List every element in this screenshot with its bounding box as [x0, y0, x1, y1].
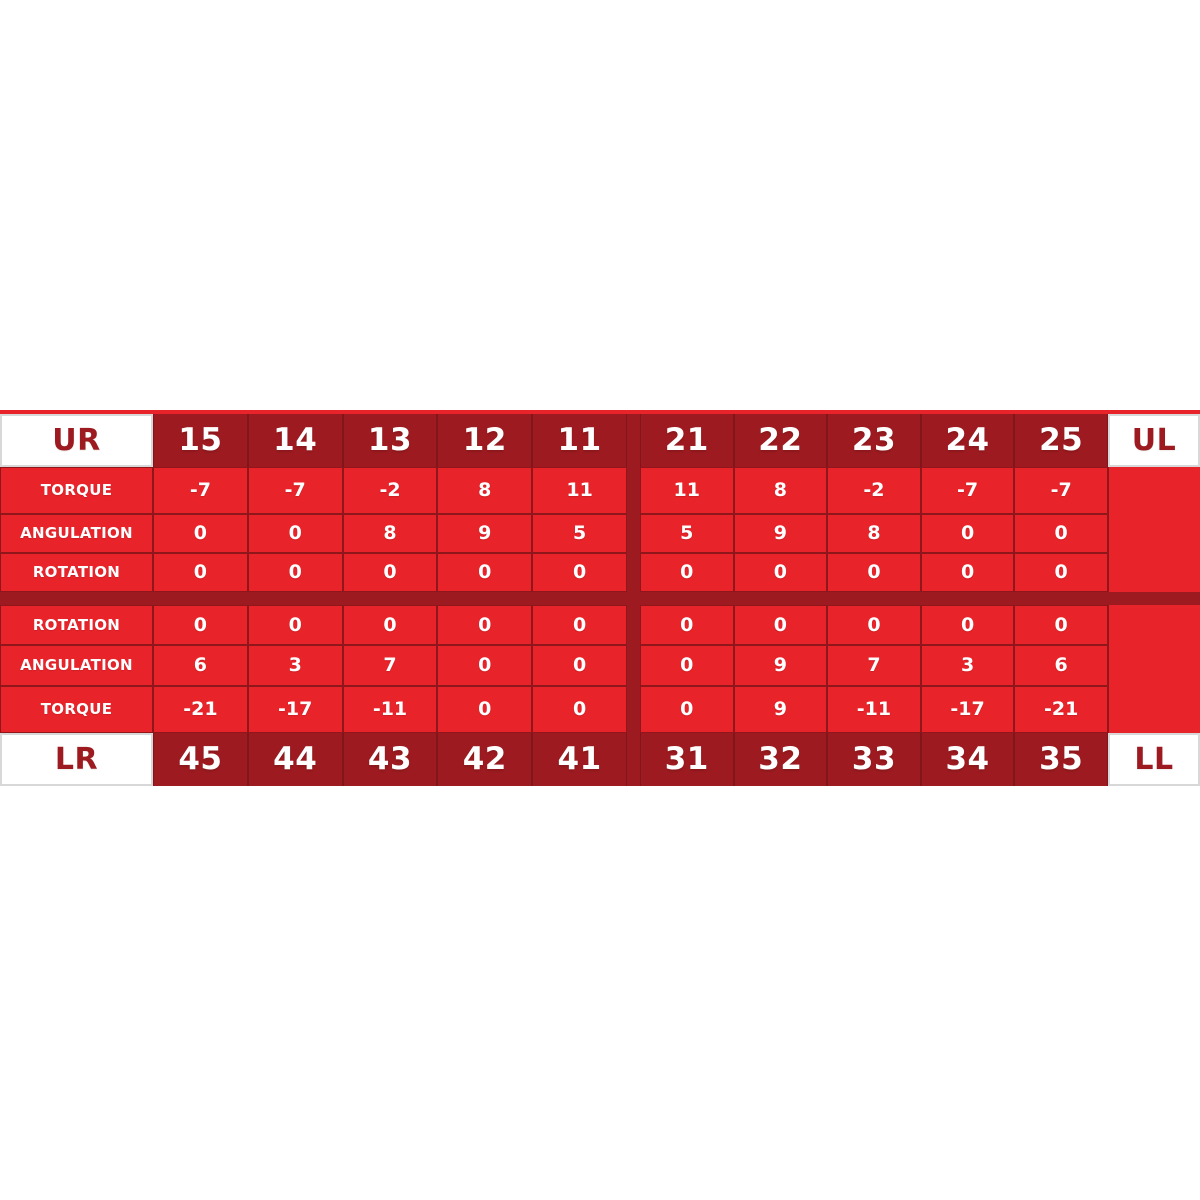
value-cell: 0	[437, 686, 533, 733]
value-cell: -7	[920, 467, 1015, 514]
value-cell: 0	[532, 605, 627, 645]
value-cell: 0	[153, 605, 248, 645]
value-cell: 5	[532, 514, 627, 553]
tooth-header: 23	[827, 414, 921, 467]
tooth-header: 35	[1014, 733, 1108, 786]
value-cell: 0	[1014, 605, 1108, 645]
value-cell: 8	[342, 514, 438, 553]
value-cell: 0	[532, 686, 627, 733]
value-cell: 0	[639, 605, 734, 645]
corner-ur: UR	[0, 414, 153, 467]
side-block	[1107, 467, 1200, 592]
tooth-header: 43	[343, 733, 438, 786]
tooth-header: 14	[248, 414, 343, 467]
tooth-header: 21	[640, 414, 734, 467]
value-cell: 6	[1014, 645, 1108, 686]
value-cell: 0	[532, 645, 627, 686]
value-cell: 0	[153, 553, 248, 592]
row-label: ANGULATION	[0, 514, 153, 553]
value-cell: 0	[437, 645, 533, 686]
value-cell: -17	[920, 686, 1015, 733]
value-cell: 0	[153, 514, 248, 553]
value-cell: 0	[437, 605, 533, 645]
tooth-header: 42	[437, 733, 532, 786]
value-cell: 3	[247, 645, 343, 686]
tooth-header: 13	[343, 414, 438, 467]
row-label: TORQUE	[0, 686, 153, 733]
value-cell: 9	[733, 645, 828, 686]
row-label: ROTATION	[0, 605, 153, 645]
value-cell: -17	[247, 686, 343, 733]
row-label: TORQUE	[0, 467, 153, 514]
value-cell: -7	[1014, 467, 1108, 514]
tooth-header: 32	[734, 733, 828, 786]
arch-table: UR 15 14 13 12 11 21 22 23 24 25 UL TORQUE -7 -7 -2 8 11 1…	[0, 414, 1200, 786]
value-cell: -11	[342, 686, 438, 733]
tooth-header: 34	[921, 733, 1015, 786]
value-cell: 0	[342, 605, 438, 645]
tooth-header: 22	[734, 414, 828, 467]
value-cell: 0	[827, 553, 921, 592]
value-cell: 9	[733, 514, 828, 553]
tooth-header: 31	[640, 733, 734, 786]
value-cell: 7	[342, 645, 438, 686]
value-cell: 0	[532, 553, 627, 592]
tooth-header: 25	[1014, 414, 1108, 467]
tooth-header: 41	[532, 733, 627, 786]
corner-lr: LR	[0, 733, 153, 786]
value-cell: 0	[1014, 514, 1108, 553]
value-cell: 0	[733, 553, 828, 592]
value-cell: 5	[639, 514, 734, 553]
value-cell: 0	[1014, 553, 1108, 592]
value-cell: 8	[437, 467, 533, 514]
value-cell: 0	[920, 553, 1015, 592]
value-cell: 0	[639, 686, 734, 733]
value-cell: 0	[639, 553, 734, 592]
value-cell: 0	[920, 605, 1015, 645]
row-label: ANGULATION	[0, 645, 153, 686]
value-cell: 0	[639, 645, 734, 686]
value-cell: 0	[920, 514, 1015, 553]
value-cell: 9	[733, 686, 828, 733]
corner-ll: LL	[1107, 733, 1200, 786]
value-cell: -7	[153, 467, 248, 514]
value-cell: -7	[247, 467, 343, 514]
tooth-header: 12	[437, 414, 532, 467]
value-cell: 11	[639, 467, 734, 514]
value-cell: 0	[247, 514, 343, 553]
tooth-header: 44	[248, 733, 343, 786]
value-cell: 11	[532, 467, 627, 514]
top-accent-line	[0, 410, 1200, 414]
value-cell: 0	[437, 553, 533, 592]
value-cell: 0	[342, 553, 438, 592]
tooth-header: 45	[153, 733, 248, 786]
tooth-header: 11	[532, 414, 627, 467]
tooth-header: 15	[153, 414, 248, 467]
corner-ul: UL	[1107, 414, 1200, 467]
row-label: ROTATION	[0, 553, 153, 592]
side-block	[1107, 605, 1200, 733]
value-cell: 0	[247, 553, 343, 592]
value-cell: 7	[827, 645, 921, 686]
tooth-header: 33	[827, 733, 921, 786]
value-cell: 0	[733, 605, 828, 645]
value-cell: -11	[827, 686, 921, 733]
value-cell: 0	[247, 605, 343, 645]
value-cell: -21	[153, 686, 248, 733]
value-cell: 8	[733, 467, 828, 514]
tooth-header: 24	[921, 414, 1015, 467]
value-cell: 0	[827, 605, 921, 645]
value-cell: 8	[827, 514, 921, 553]
value-cell: -21	[1014, 686, 1108, 733]
value-cell: -2	[342, 467, 438, 514]
value-cell: 6	[153, 645, 248, 686]
value-cell: -2	[827, 467, 921, 514]
value-cell: 3	[920, 645, 1015, 686]
value-cell: 9	[437, 514, 533, 553]
